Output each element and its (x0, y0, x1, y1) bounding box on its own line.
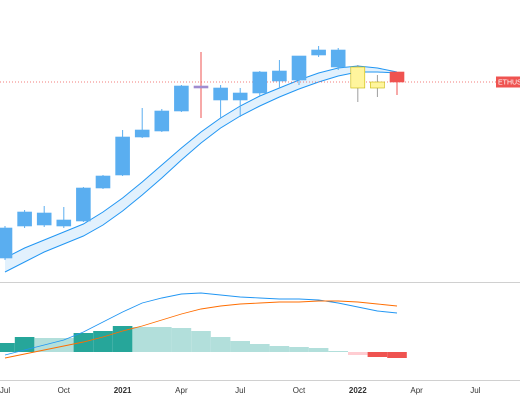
histogram-bar (132, 327, 153, 352)
x-tick-label: Apr (410, 386, 423, 395)
band-upper (4, 65, 398, 259)
signal-line (4, 300, 398, 359)
x-tick-label: Oct (293, 386, 306, 395)
candle-body (389, 71, 405, 83)
price-label-box (496, 76, 520, 88)
histogram-bar (191, 331, 211, 352)
x-tick-label: Jul (235, 386, 245, 395)
histogram-bar (367, 352, 388, 357)
candle-body (213, 87, 228, 101)
candle-body (252, 71, 268, 94)
x-tick-label: 2021 (114, 386, 132, 395)
candle-body (17, 211, 32, 227)
candle-body (193, 85, 209, 89)
x-tick-label: Jul (0, 386, 10, 395)
histogram-bar (230, 341, 251, 352)
x-tick-label: Jul (470, 386, 480, 395)
candle-body (232, 92, 248, 101)
histogram-bar (152, 327, 172, 352)
histogram-bar (0, 343, 15, 352)
histogram-bar (112, 326, 133, 352)
candle-body (291, 55, 307, 81)
candle-body (76, 187, 91, 222)
histogram-bar (387, 352, 407, 358)
band-fill (4, 66, 398, 272)
candle-body (154, 110, 170, 132)
candle-body (272, 70, 287, 82)
candle-body (174, 85, 189, 112)
candle-body (350, 66, 366, 89)
histogram-bar (328, 351, 349, 352)
candle-body (95, 175, 111, 189)
x-tick-label: 2022 (349, 386, 367, 395)
histogram-bar (73, 333, 94, 352)
candle-body (311, 49, 326, 56)
histogram-bar (289, 347, 309, 352)
price-label: ETHUSD (498, 79, 520, 86)
histogram-bar (93, 331, 113, 352)
candle-body (370, 81, 385, 89)
histogram-bar (210, 337, 231, 352)
x-tick-label: Apr (175, 386, 188, 395)
candle-body (134, 129, 150, 138)
histogram-bar (14, 337, 35, 352)
candle-body (115, 136, 130, 176)
candle-body (56, 219, 72, 227)
candle-body (0, 227, 13, 259)
band-lower (4, 71, 398, 273)
macd-line (4, 292, 398, 356)
candle-body (330, 49, 346, 68)
histogram-bar (348, 352, 368, 355)
candle-body (36, 212, 52, 226)
histogram-bar (308, 348, 329, 352)
histogram-bar (250, 344, 270, 352)
histogram-bar (269, 346, 290, 352)
x-tick-label: Oct (58, 386, 71, 395)
histogram-bar (171, 328, 192, 352)
